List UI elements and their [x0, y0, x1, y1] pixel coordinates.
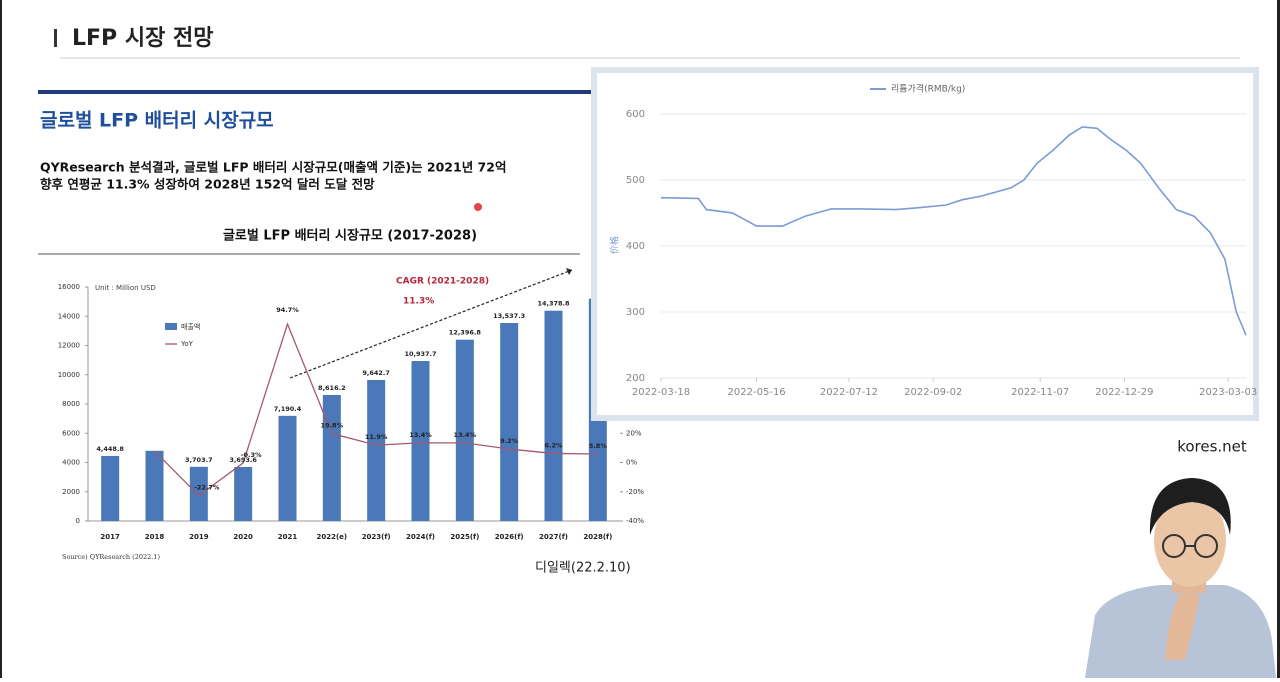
- bar: [189, 466, 208, 521]
- bar: [500, 323, 519, 521]
- yoy-label: 9.2%: [500, 437, 519, 445]
- y-tick-label: 6000: [62, 429, 80, 437]
- bar: [411, 361, 430, 521]
- slide-title: LFP 시장 전망: [72, 26, 213, 51]
- cursor-dot: [474, 203, 482, 211]
- yoy-label: -22.7%: [194, 484, 220, 492]
- source: Source) QYResearch (2022.1): [62, 553, 160, 561]
- y-tick-label: 600: [626, 109, 645, 120]
- presenter: [1085, 478, 1276, 678]
- bar-label: 10,937.7: [404, 350, 436, 358]
- x-tick-label: 2022-03-18: [632, 387, 690, 398]
- section-line: QYResearch 분석결과, 글로벌 LFP 배터리 시장규모(매출액 기준…: [40, 160, 506, 175]
- y-tick-label: 12000: [58, 342, 80, 350]
- y-tick-label: 16000: [58, 283, 80, 291]
- bar: [544, 310, 563, 521]
- x-tick-label: 2023-03-03: [1199, 387, 1257, 398]
- bar-label: 3,693.6: [229, 456, 257, 464]
- yoy-label: 6.2%: [544, 441, 563, 449]
- credit: 디일렉(22.2.10): [535, 561, 631, 576]
- y2-tick-label: -40%: [626, 517, 644, 525]
- bar-label: 9,642.7: [362, 369, 390, 377]
- bar: [278, 415, 297, 521]
- annotation: 11.3%: [403, 297, 434, 307]
- x-tick-label: 2027(f): [539, 533, 568, 541]
- annotation: CAGR (2021-2028): [396, 277, 489, 287]
- x-tick-label: 2017: [100, 533, 120, 541]
- legend-label: 리튬가격(RMB/kg): [891, 83, 965, 95]
- edge: [1277, 0, 1280, 678]
- x-tick-label: 2023(f): [362, 533, 391, 541]
- yoy-label: 94.7%: [276, 306, 299, 314]
- bar: [101, 455, 120, 521]
- x-tick-label: 2028(f): [583, 533, 612, 541]
- price-line: [660, 126, 1247, 336]
- chart-2-panel: [591, 67, 1259, 421]
- y-axis-label: 价格: [609, 236, 621, 254]
- bar: [367, 379, 386, 521]
- y-tick-label: 10000: [58, 371, 80, 379]
- y-tick-label: 4000: [62, 459, 80, 467]
- bar: [322, 394, 341, 521]
- x-tick-label: 2024(f): [406, 533, 435, 541]
- section-line: 향후 연평균 11.3% 성장하여 2028년 152억 달러 도달 전망: [40, 177, 375, 192]
- y-tick-label: 300: [626, 307, 645, 318]
- bar-label: 13,537.3: [493, 312, 525, 320]
- bar-label: 8,616.2: [318, 384, 346, 392]
- x-tick-label: 2022(e): [317, 533, 348, 541]
- y-tick-label: 14000: [58, 312, 80, 320]
- y-tick-label: 200: [626, 373, 645, 384]
- legend-label: 매출액: [181, 322, 200, 331]
- yoy-label: 13.4%: [409, 431, 432, 439]
- y-tick-label: 500: [626, 175, 645, 186]
- x-tick-label: 2026(f): [495, 533, 524, 541]
- x-tick-label: 2022-09-02: [904, 387, 962, 398]
- x-tick-label: 2025(f): [450, 533, 479, 541]
- legend-swatch: [165, 323, 177, 330]
- y-tick-label: 8000: [62, 400, 80, 408]
- bar-label: 3,703.7: [185, 456, 213, 464]
- unit-label: Unit : Million USD: [95, 284, 156, 292]
- chart-2: 200 300 400 500 600 2022-03-18 2022-05-16 2022-…: [609, 83, 1258, 399]
- bar-label: 4,448.8: [96, 445, 124, 453]
- bar-label: 14,378.8: [537, 300, 570, 308]
- x-tick-label: 2020: [233, 533, 253, 541]
- arrow-head: [566, 268, 572, 275]
- bar-label: 7,190.4: [274, 405, 302, 413]
- bar: [234, 466, 253, 521]
- yoy-label: 13.4%: [454, 431, 477, 439]
- site: kores.net: [1177, 438, 1247, 456]
- y2-tick-label: 0%: [626, 459, 637, 467]
- yoy-label: -0.3%: [241, 451, 262, 459]
- edge: [0, 0, 2, 678]
- yoy-line: [154, 322, 598, 497]
- section-title: 글로벌 LFP 배터리 시장규모: [40, 110, 274, 132]
- y-tick-label: 400: [626, 241, 645, 252]
- x-tick-label: 2022-12-29: [1095, 387, 1153, 398]
- trend-arrow: [289, 269, 573, 379]
- legend-label: YoY: [180, 340, 194, 348]
- y2-tick-label: -20%: [626, 488, 644, 496]
- bar: [455, 339, 474, 521]
- x-tick-label: 2021: [278, 533, 298, 541]
- title-bar: [54, 29, 57, 47]
- x-tick-label: 2022-05-16: [728, 387, 786, 398]
- yoy-label: 5.8%: [589, 442, 608, 450]
- bar: [145, 450, 164, 521]
- y-tick-label: 0: [76, 517, 80, 525]
- x-tick-label: 2022-11-07: [1011, 387, 1069, 398]
- bar-label: 12,396.8: [449, 329, 482, 337]
- yoy-label: 11.9%: [365, 433, 388, 441]
- chart-title: 글로벌 LFP 배터리 시장규모 (2017-2028): [223, 228, 477, 244]
- x-tick-label: 2018: [145, 533, 165, 541]
- x-tick-label: 2022-07-12: [820, 387, 878, 398]
- y2-tick-label: 20%: [626, 429, 642, 437]
- y-tick-label: 2000: [62, 488, 80, 496]
- section-rule: [38, 90, 598, 94]
- x-tick-label: 2019: [189, 533, 209, 541]
- yoy-label: 19.8%: [321, 422, 344, 430]
